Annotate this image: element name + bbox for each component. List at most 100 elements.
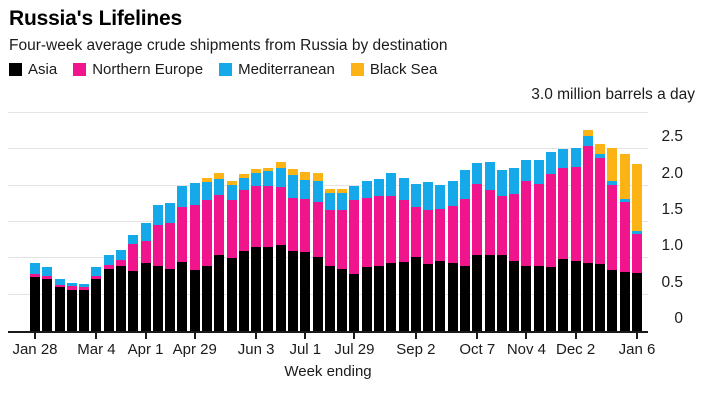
- bar-segment-asia: [152, 265, 163, 331]
- bar-segment-asia: [460, 265, 470, 331]
- bar-segment-northern-europe: [496, 195, 507, 256]
- bar-segment-asia: [30, 277, 40, 331]
- bar-segment-mediterranean: [398, 178, 409, 201]
- bar-segment-asia: [386, 263, 397, 331]
- x-tick: [34, 333, 36, 339]
- bar-segment-northern-europe: [300, 198, 311, 252]
- bar-week-1: [42, 267, 53, 331]
- bar-segment-northern-europe: [152, 224, 163, 266]
- bar-segment-asia: [66, 289, 77, 331]
- bar-segment-asia: [337, 268, 348, 331]
- bar-segment-northern-europe: [509, 194, 520, 262]
- bar-week-17: [238, 174, 249, 331]
- bar-week-27: [361, 180, 372, 331]
- bar-segment-mediterranean: [472, 163, 483, 185]
- bar-week-16: [226, 181, 237, 331]
- bar-segment-mediterranean: [386, 173, 397, 196]
- x-tick-label: Apr 29: [172, 341, 217, 358]
- bar-segment-northern-europe: [288, 198, 298, 252]
- bar-segment-northern-europe: [66, 285, 77, 290]
- bar-segment-mediterranean: [582, 135, 593, 146]
- bar-segment-asia: [324, 266, 335, 331]
- bar-segment-northern-europe: [398, 200, 409, 262]
- bar-segment-mediterranean: [91, 267, 102, 276]
- bar-week-23: [312, 173, 323, 331]
- bar-segment-northern-europe: [447, 206, 458, 263]
- bar-week-32: [423, 182, 434, 331]
- bar-segment-mediterranean: [558, 149, 569, 168]
- bar-week-31: [410, 183, 421, 331]
- bar-segment-asia: [103, 268, 114, 331]
- x-tick-label: Mar 4: [77, 341, 116, 358]
- bar-week-33: [435, 184, 446, 331]
- legend-item-asia: Asia: [9, 61, 57, 78]
- bar-segment-northern-europe: [546, 174, 556, 268]
- bar-segment-mediterranean: [165, 203, 176, 224]
- bar-segment-mediterranean: [496, 169, 507, 196]
- bar-segment-asia: [410, 256, 421, 331]
- bar-segment-northern-europe: [472, 184, 483, 255]
- y-tick-label: 0.5: [661, 273, 683, 291]
- bar-segment-black-sea: [632, 163, 642, 232]
- bar-segment-asia: [91, 278, 102, 331]
- bar-segment-asia: [79, 289, 90, 331]
- x-tick: [304, 333, 307, 339]
- bar-segment-asia: [435, 261, 446, 331]
- bar-segment-mediterranean: [152, 205, 163, 225]
- bar-segment-mediterranean: [374, 179, 384, 196]
- bar-segment-asia: [398, 261, 409, 331]
- bar-segment-northern-europe: [423, 209, 434, 265]
- bar-segment-asia: [484, 254, 495, 331]
- bar-segment-northern-europe: [386, 195, 397, 264]
- bar-segment-northern-europe: [632, 233, 642, 273]
- bar-week-26: [349, 185, 360, 331]
- bar-segment-black-sea: [337, 188, 348, 193]
- bar-segment-mediterranean: [546, 152, 556, 175]
- bar-segment-northern-europe: [238, 190, 249, 252]
- bar-segment-asia: [177, 261, 188, 331]
- bar-segment-mediterranean: [521, 160, 532, 182]
- bar-segment-mediterranean: [103, 255, 114, 265]
- bar-segment-asia: [288, 251, 298, 331]
- bar-segment-asia: [214, 254, 225, 331]
- bar-segment-mediterranean: [570, 147, 581, 167]
- bar-segment-asia: [140, 263, 151, 331]
- bar-week-46: [595, 143, 606, 331]
- bar-segment-asia: [128, 271, 139, 331]
- legend-label-mediterranean: Mediterranean: [238, 61, 335, 78]
- y-tick-label: 0: [674, 310, 683, 327]
- bar-week-22: [300, 171, 311, 331]
- bar-segment-mediterranean: [484, 162, 495, 191]
- bar-segment-northern-europe: [42, 275, 53, 279]
- bar-week-4: [79, 283, 90, 331]
- bar-segment-black-sea: [251, 168, 262, 174]
- bar-segment-asia: [632, 272, 642, 331]
- legend-label-black-sea: Black Sea: [369, 61, 438, 78]
- bar-segment-asia: [165, 269, 176, 331]
- bar-segment-black-sea: [595, 143, 606, 154]
- bar-segment-mediterranean: [619, 198, 630, 203]
- bar-segment-asia: [202, 265, 212, 331]
- asia-swatch-icon: [9, 63, 22, 76]
- bar-segment-asia: [263, 247, 274, 331]
- bar-week-42: [546, 152, 556, 331]
- bar-segment-asia: [42, 278, 53, 331]
- gridline: [8, 184, 648, 186]
- bar-segment-black-sea: [324, 189, 335, 193]
- bar-segment-black-sea: [300, 171, 311, 180]
- x-tick-label: Dec 2: [555, 341, 596, 358]
- bar-segment-mediterranean: [435, 184, 446, 209]
- bar-segment-asia: [521, 265, 532, 331]
- plot-area: [8, 112, 648, 333]
- bar-segment-northern-europe: [337, 209, 348, 269]
- bar-week-11: [165, 203, 176, 331]
- x-tick-label: Apr 1: [127, 341, 164, 358]
- bar-week-29: [386, 173, 397, 331]
- bar-segment-asia: [189, 269, 200, 331]
- bar-segment-asia: [509, 261, 520, 331]
- bar-segment-northern-europe: [177, 206, 188, 262]
- x-tick: [144, 333, 147, 339]
- bar-segment-black-sea: [582, 130, 593, 136]
- bar-segment-mediterranean: [447, 180, 458, 207]
